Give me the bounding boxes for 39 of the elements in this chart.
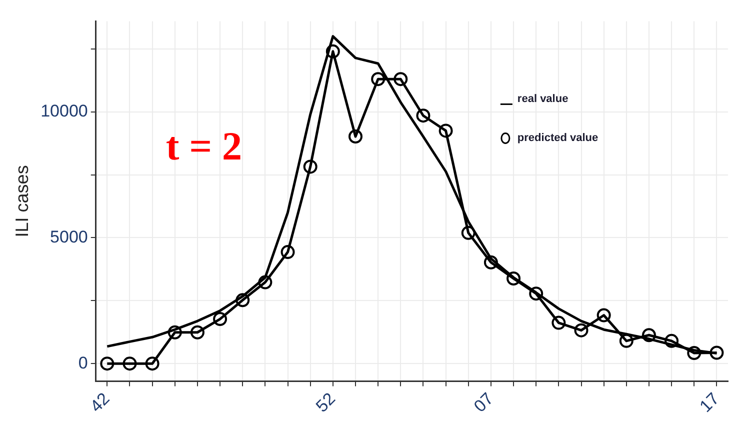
- point: [596, 308, 611, 322]
- point: [461, 226, 476, 240]
- point: [258, 275, 272, 290]
- point: [687, 346, 702, 360]
- point: [145, 356, 160, 371]
- point: [394, 72, 408, 86]
- point: [168, 325, 182, 340]
- point: [664, 334, 679, 348]
- point: [303, 160, 318, 174]
- y-tick-label: 10000: [40, 102, 88, 121]
- point: [529, 286, 544, 301]
- x-tick-label: 07: [470, 389, 498, 416]
- point: [190, 325, 204, 340]
- annotation: t = 2: [166, 124, 242, 169]
- point: [371, 72, 386, 86]
- point: [552, 316, 566, 330]
- y-tick-label: 0: [78, 353, 88, 372]
- y-axis-title: ILI cases: [12, 165, 32, 238]
- point: [348, 130, 362, 144]
- point: [122, 356, 137, 371]
- point: [642, 328, 656, 342]
- point: [574, 323, 588, 338]
- point: [213, 312, 228, 326]
- x-tick-label: 52: [312, 389, 340, 416]
- point: [619, 334, 634, 348]
- point: [416, 108, 430, 123]
- legend-label: real value: [517, 93, 568, 106]
- x-tick-label: 42: [86, 389, 114, 416]
- point: [484, 255, 498, 270]
- y-tick-label: 5000: [50, 227, 88, 246]
- legend-label: predicted value: [517, 132, 598, 144]
- point: [280, 245, 295, 260]
- point: [438, 124, 453, 138]
- point: [506, 271, 521, 286]
- point: [100, 356, 114, 371]
- point: [236, 293, 250, 308]
- x-tick-label: 17: [696, 389, 723, 416]
- point: [710, 346, 724, 360]
- point: [326, 44, 340, 58]
